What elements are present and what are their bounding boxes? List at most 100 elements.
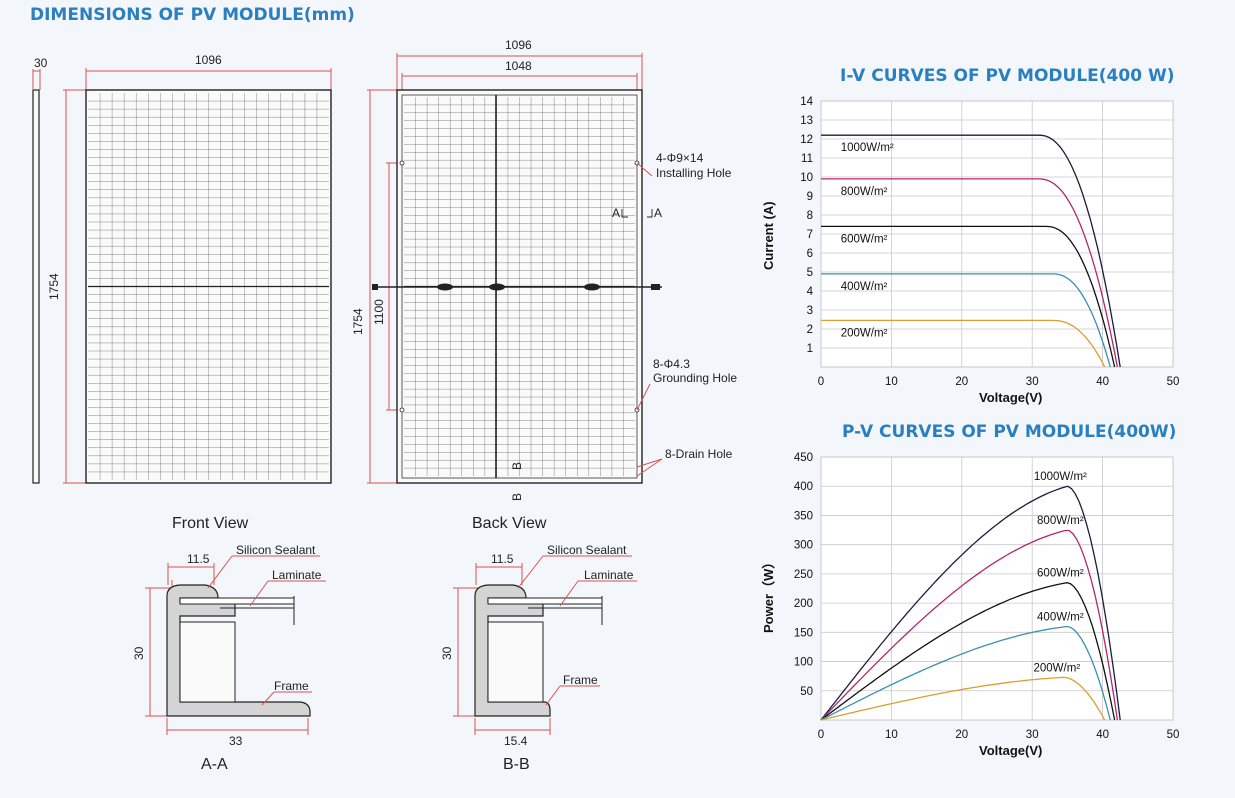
iv-y-tick: 14 bbox=[800, 96, 813, 108]
iv-series-label: 1000W/m² bbox=[841, 142, 894, 154]
hole-span-label: 1100 bbox=[372, 299, 386, 325]
drain-hole-label: 8-Drain Hole bbox=[665, 447, 733, 461]
pv-y-tick: 350 bbox=[794, 510, 813, 522]
installing-holes bbox=[399, 160, 640, 413]
section-b-laminate-shape bbox=[487, 597, 603, 605]
pv-chart: P-V CURVES OF PV MODULE(400W) 1000W/m² 80… bbox=[761, 422, 1179, 758]
iv-y-tick: 13 bbox=[800, 115, 813, 127]
iv-series-label: 600W/m² bbox=[841, 233, 888, 245]
pv-series-4 bbox=[820, 676, 1106, 721]
pv-y-tick: 150 bbox=[794, 627, 813, 639]
iv-x-tick: 20 bbox=[955, 376, 968, 388]
pv-series-1 bbox=[820, 529, 1119, 721]
pv-series-label: 800W/m² bbox=[1037, 515, 1084, 527]
back-view-label: Back View bbox=[472, 515, 547, 532]
pv-chart-title: P-V CURVES OF PV MODULE(400W) bbox=[842, 422, 1176, 442]
junction-box-1 bbox=[437, 283, 453, 291]
iv-x-tick: 50 bbox=[1167, 376, 1180, 388]
iv-y-tick: 10 bbox=[800, 172, 813, 184]
pv-y-tick: 450 bbox=[794, 452, 813, 464]
iv-series-4 bbox=[821, 319, 1106, 368]
section-a-label: A-A bbox=[201, 756, 228, 773]
pv-series-label: 400W/m² bbox=[1037, 611, 1084, 623]
connector-left bbox=[372, 284, 378, 290]
pv-x-tick: 30 bbox=[1026, 729, 1039, 741]
pv-y-axis-label: Power（W） bbox=[761, 556, 776, 633]
iv-series-1 bbox=[821, 178, 1119, 368]
pv-x-tick: 50 bbox=[1167, 729, 1180, 741]
section-b-width: 15.4 bbox=[504, 734, 528, 748]
installing-hole-qty: 4-Φ9×14 bbox=[656, 151, 704, 165]
section-b-bottom: B bbox=[510, 493, 524, 501]
iv-x-tick: 10 bbox=[885, 376, 898, 388]
iv-y-tick: 12 bbox=[800, 134, 813, 146]
thickness-label: 30 bbox=[34, 56, 48, 70]
pv-x-tick: 20 bbox=[955, 729, 968, 741]
iv-series-label: 200W/m² bbox=[841, 327, 888, 339]
section-b-top: B bbox=[510, 462, 524, 470]
front-view-label: Front View bbox=[172, 515, 249, 532]
grounding-hole-name: Grounding Hole bbox=[653, 371, 737, 385]
section-a-detail: 30 11.5 33 Silicon Sealant Laminate Fram… bbox=[132, 543, 326, 773]
pv-y-tick: 250 bbox=[794, 569, 813, 581]
iv-y-tick: 6 bbox=[807, 248, 813, 260]
front-cell-grid bbox=[88, 93, 329, 480]
iv-x-tick: 40 bbox=[1096, 376, 1109, 388]
iv-y-tick: 4 bbox=[807, 286, 814, 298]
pv-x-axis-label: Voltage(V) bbox=[979, 743, 1042, 758]
pv-series-label: 600W/m² bbox=[1037, 568, 1084, 580]
section-a-laminate: Laminate bbox=[272, 568, 322, 582]
iv-series-0 bbox=[821, 134, 1121, 368]
front-view: 1096 1754 Front View bbox=[47, 53, 332, 532]
back-inner-width-label: 1048 bbox=[505, 59, 532, 73]
iv-series-label: 800W/m² bbox=[841, 186, 888, 198]
section-a-right: A bbox=[654, 206, 662, 220]
pv-series-3 bbox=[820, 625, 1111, 721]
section-a-lip: 11.5 bbox=[187, 552, 210, 566]
pv-series-label: 200W/m² bbox=[1034, 662, 1081, 674]
side-view: 30 bbox=[32, 56, 48, 484]
iv-y-tick: 9 bbox=[807, 191, 813, 203]
iv-series-2 bbox=[821, 225, 1116, 368]
grounding-hole-qty: 8-Φ4.3 bbox=[653, 357, 690, 371]
section-a-left: A bbox=[612, 206, 620, 220]
iv-x-axis-label: Voltage(V) bbox=[979, 390, 1042, 405]
iv-y-tick: 8 bbox=[807, 210, 813, 222]
section-b-laminate: Laminate bbox=[584, 568, 634, 582]
pv-y-tick: 100 bbox=[794, 657, 813, 669]
connector-right bbox=[651, 284, 660, 290]
pv-y-tick: 400 bbox=[794, 481, 813, 493]
iv-y-tick: 2 bbox=[807, 324, 813, 336]
section-a-laminate-shape bbox=[179, 597, 295, 605]
section-b-label: B-B bbox=[503, 756, 530, 773]
iv-series-3 bbox=[821, 273, 1111, 368]
iv-y-tick: 7 bbox=[807, 229, 813, 241]
pv-series-label: 1000W/m² bbox=[1034, 471, 1087, 483]
pv-series-2 bbox=[820, 582, 1116, 721]
iv-chart: I-V CURVES OF PV MODULE(400 W) 1000W/m² 8… bbox=[761, 66, 1179, 405]
side-profile bbox=[32, 89, 40, 484]
section-b-height: 30 bbox=[440, 646, 454, 660]
section-b-detail: 30 11.5 15.4 Silicon Sealant Laminate Fr… bbox=[440, 543, 637, 773]
section-a-sealant: Silicon Sealant bbox=[236, 543, 316, 557]
section-b-frame: Frame bbox=[563, 673, 598, 687]
iv-chart-title: I-V CURVES OF PV MODULE(400 W) bbox=[840, 66, 1174, 86]
iv-x-tick: 0 bbox=[818, 376, 824, 388]
iv-series-label: 400W/m² bbox=[841, 281, 888, 293]
pv-y-tick: 300 bbox=[794, 540, 813, 552]
back-outer-width-label: 1096 bbox=[505, 38, 532, 52]
iv-x-tick: 30 bbox=[1026, 376, 1039, 388]
front-width-label: 1096 bbox=[195, 53, 222, 67]
pv-series-0 bbox=[820, 485, 1121, 721]
iv-y-tick: 1 bbox=[807, 343, 813, 355]
section-a-height: 30 bbox=[132, 646, 146, 660]
junction-box-3 bbox=[584, 283, 600, 291]
pv-y-tick: 200 bbox=[794, 598, 813, 610]
section-a-width: 33 bbox=[229, 734, 243, 748]
section-b-lip: 11.5 bbox=[491, 552, 514, 566]
pv-x-tick: 10 bbox=[885, 729, 898, 741]
pv-y-tick: 50 bbox=[800, 686, 813, 698]
junction-box-2 bbox=[489, 283, 505, 291]
back-height-label: 1754 bbox=[351, 308, 365, 335]
